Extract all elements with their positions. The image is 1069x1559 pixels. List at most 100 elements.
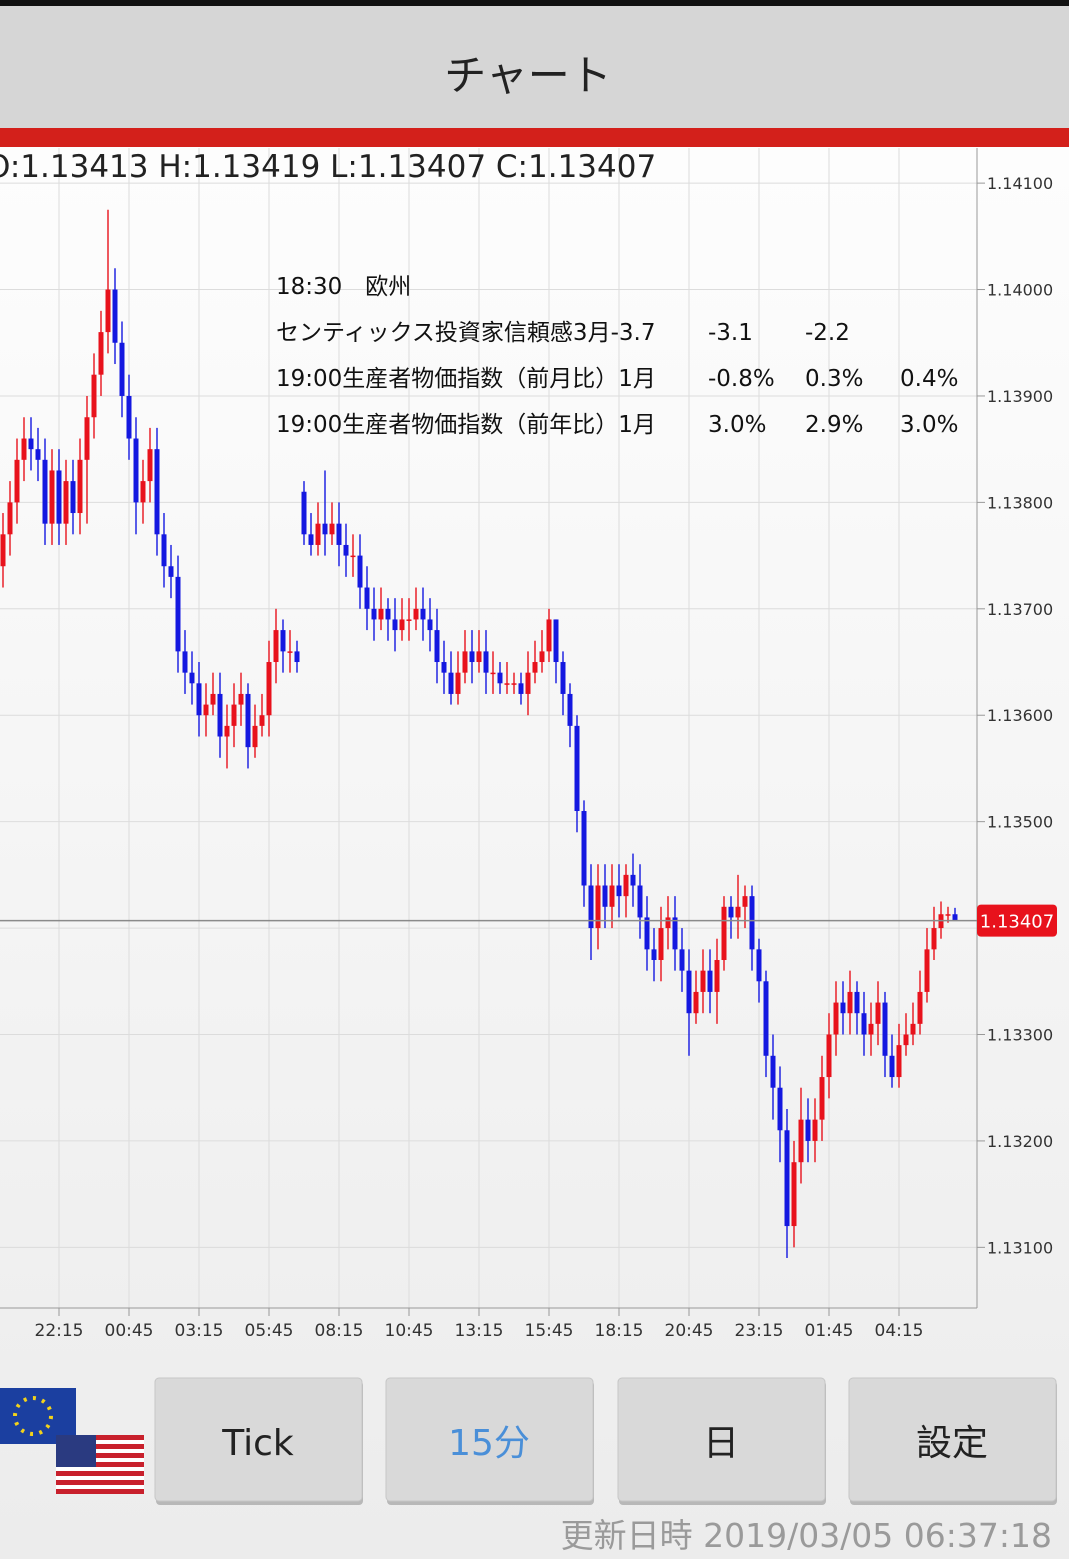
candle-body [385, 608, 391, 620]
candle-body [700, 970, 706, 992]
button[interactable]: 日 [617, 1377, 826, 1505]
x-tick-label: 08:15 [315, 1321, 364, 1341]
us-flag [56, 1435, 144, 1494]
candle-body [56, 470, 62, 524]
candle-body [140, 481, 146, 503]
candle-body [679, 949, 685, 971]
last-price-label: 1.13407 [980, 912, 1054, 933]
candle-body [371, 608, 377, 620]
candle-body [847, 991, 853, 1014]
candle-body [476, 651, 482, 663]
candle-body [903, 1034, 909, 1046]
candle-body [770, 1055, 776, 1088]
candle-body [861, 1013, 867, 1035]
candle-body [322, 523, 328, 535]
candle-body [420, 608, 426, 620]
x-tick-label: 22:15 [35, 1321, 84, 1341]
y-tick-label: 1.13900 [987, 387, 1053, 406]
button[interactable]: Tick [154, 1377, 363, 1505]
header-title: チャート [444, 51, 612, 100]
candle-body [35, 449, 41, 460]
candle-body [112, 289, 118, 343]
candle-body [266, 662, 272, 716]
candle-body [469, 651, 475, 663]
candle-body [182, 651, 188, 673]
candle-body [224, 725, 230, 737]
accent-bar [0, 128, 1069, 147]
candle-body [609, 885, 615, 907]
candle-body [749, 896, 755, 950]
candle-body [105, 289, 111, 333]
y-tick-label: 1.13700 [987, 600, 1053, 619]
candle-body [441, 662, 447, 673]
button[interactable]: 設定 [848, 1377, 1057, 1505]
y-tick-label: 1.13600 [987, 706, 1053, 725]
news-value: -3.7 [611, 320, 656, 346]
candle-body [273, 630, 279, 663]
candle-body [168, 566, 174, 577]
candle-body [497, 672, 503, 684]
news-value: 0.4% [900, 366, 958, 392]
candle-body [595, 885, 601, 929]
candle-body [868, 1023, 874, 1035]
news-value: 3.0% [708, 412, 766, 438]
news-value: 3.0% [900, 412, 958, 438]
candle-body [294, 651, 300, 663]
x-tick-label: 13:15 [455, 1321, 504, 1341]
news-item: センティックス投資家信頼感3月-3.7 [276, 320, 655, 346]
candle-body [315, 523, 321, 545]
candle-body [378, 608, 384, 620]
candle-body [735, 906, 741, 918]
candle-body [616, 885, 622, 897]
candle-body [119, 342, 125, 396]
x-tick-label: 03:15 [175, 1321, 224, 1341]
update-time: 更新日時 2019/03/05 06:37:18 [561, 1516, 1052, 1555]
candle-body [210, 693, 216, 705]
candle-body [133, 438, 139, 503]
x-tick-label: 18:15 [595, 1321, 644, 1341]
candle-body [343, 544, 349, 556]
candle-body [196, 683, 202, 716]
candle-body [161, 534, 167, 567]
y-tick-label: 1.13200 [987, 1132, 1053, 1151]
candle-body [238, 693, 244, 705]
candle-body [84, 417, 90, 460]
candle-body [539, 651, 545, 663]
candle-body [763, 981, 769, 1056]
currency-flags[interactable] [0, 1388, 144, 1494]
x-tick-label: 04:15 [875, 1321, 924, 1341]
candle-body [665, 917, 671, 929]
candle-body [525, 672, 531, 694]
candle-body [203, 704, 209, 716]
news-value: -3.1 [708, 320, 753, 346]
candle-body [518, 683, 524, 694]
candle-body [49, 470, 55, 524]
candle-body [287, 651, 293, 653]
y-tick-label: 1.13500 [987, 813, 1053, 832]
candle-body [791, 1162, 797, 1227]
status-strip [0, 0, 1069, 6]
candle-body [21, 438, 27, 460]
candle-body [567, 693, 573, 726]
candle-body [98, 332, 104, 375]
candle-body [924, 949, 930, 992]
candle-body [504, 683, 510, 685]
candle-body [693, 991, 699, 1014]
x-tick-label: 15:45 [525, 1321, 574, 1341]
candle-body [350, 555, 356, 558]
eu-flag [0, 1388, 76, 1444]
candle-body [217, 693, 223, 737]
last-price-tag [977, 904, 1057, 937]
candle-body [406, 619, 412, 621]
candle-body [574, 725, 580, 812]
button[interactable]: 15分 [385, 1377, 594, 1505]
candle-body [945, 914, 951, 916]
candle-body [413, 608, 419, 620]
candle-body [532, 662, 538, 673]
candle-body [245, 693, 251, 748]
candle-body [546, 619, 552, 652]
candle-body [434, 630, 440, 663]
candle-body [854, 991, 860, 1014]
candle-body [910, 1023, 916, 1035]
candle-body [644, 917, 650, 950]
